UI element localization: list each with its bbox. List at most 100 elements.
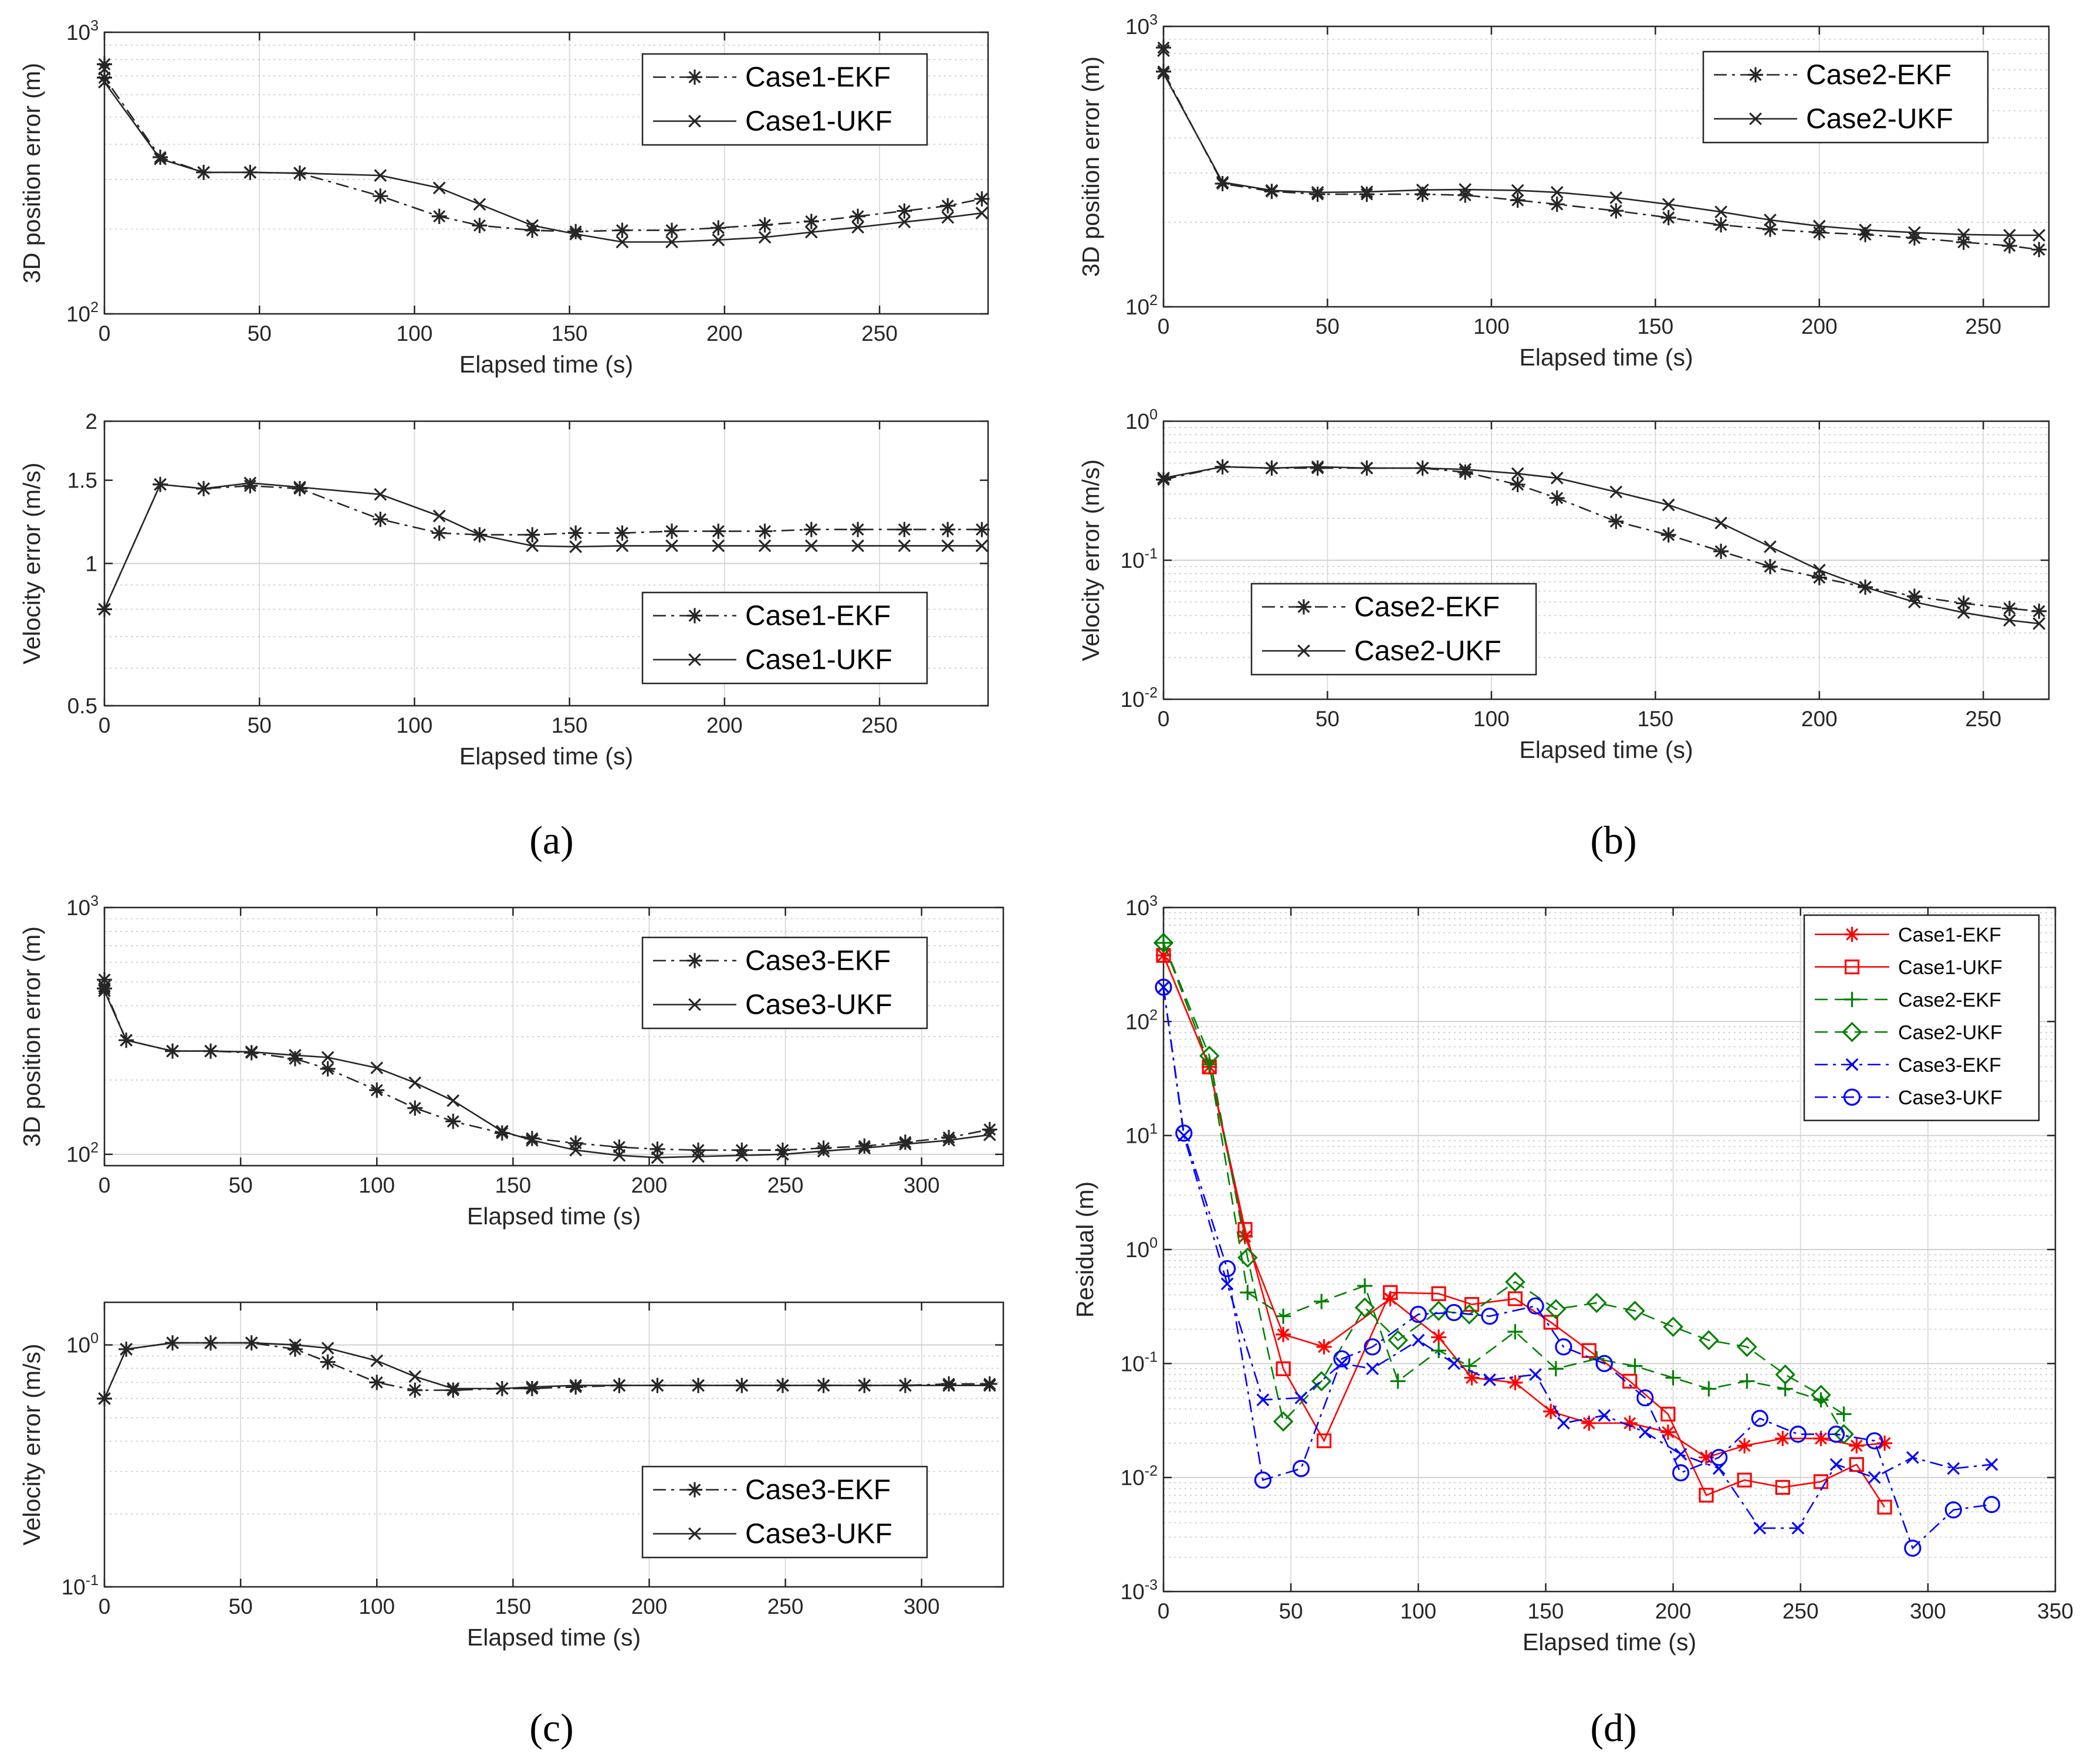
legend-box [641, 591, 928, 685]
data-point [940, 198, 956, 214]
y-tick-label: 10-2 [1121, 685, 1158, 712]
x-axis-label: Elapsed time (s) [467, 1624, 641, 1651]
legend-box [641, 53, 928, 146]
data-point [1859, 581, 1872, 594]
legend-entry: Case1-UKF [745, 645, 892, 676]
data-point [447, 1094, 460, 1108]
data-point [1877, 1499, 1892, 1515]
x-tick-label: 0 [99, 321, 111, 346]
data-point [1548, 1361, 1564, 1377]
data-point [1701, 1381, 1717, 1397]
data-point [494, 1125, 510, 1141]
data-point [1481, 1308, 1499, 1325]
data-point [1428, 1301, 1449, 1321]
data-point [1663, 1316, 1683, 1337]
data-point [942, 1379, 956, 1392]
data-point [1382, 1285, 1398, 1300]
data-point [166, 1336, 179, 1349]
x-tick-label: 150 [495, 1173, 531, 1197]
data-point [153, 149, 168, 165]
y-tick-label: 100 [66, 1330, 99, 1357]
data-point [983, 1128, 996, 1142]
data-point [651, 1151, 664, 1164]
x-tick-label: 100 [358, 1594, 395, 1619]
data-point [735, 1149, 749, 1162]
legend-entry: Case1-UKF [1898, 956, 2003, 979]
data-point [293, 480, 306, 494]
data-point [941, 539, 955, 553]
x-tick-label: 200 [1801, 707, 1838, 731]
data-point [2032, 617, 2046, 630]
x-axis-label: Elapsed time (s) [1519, 736, 1693, 763]
data-point [1827, 1426, 1845, 1443]
data-point [1335, 1357, 1348, 1370]
legend-entry: Case2-UKF [1898, 1021, 2003, 1044]
data-point [1550, 472, 1564, 485]
data-point [1775, 1479, 1790, 1495]
data-point [1714, 205, 1727, 219]
x-axis-label: Elapsed time (s) [459, 351, 633, 378]
legend: Case3-EKF Case3-UKF [641, 936, 928, 1030]
data-point [1956, 234, 1971, 250]
x-tick-label: 150 [1637, 707, 1673, 731]
data-point [1608, 513, 1624, 529]
data-point [803, 522, 819, 537]
data-point [432, 509, 446, 523]
data-point [1510, 477, 1526, 493]
data-point [204, 1336, 217, 1349]
data-point [1459, 183, 1472, 196]
legend-entry: Case2-EKF [1806, 60, 1951, 91]
x-tick-label: 200 [706, 321, 743, 346]
legend-entry: Case2-UKF [1806, 104, 1953, 135]
data-point [525, 222, 540, 238]
data-point [1625, 1301, 1645, 1321]
series-Case2-UKF [1157, 44, 2046, 242]
legend-marker [688, 653, 701, 666]
data-point [1737, 1438, 1753, 1454]
data-point [858, 1379, 871, 1392]
y-tick-label: 0.5 [67, 694, 97, 718]
data-point [1985, 1458, 1998, 1471]
data-point [154, 153, 167, 165]
data-point [525, 527, 540, 543]
data-point [154, 478, 167, 491]
x-tick-label: 200 [1655, 1599, 1692, 1623]
data-point [369, 1374, 385, 1390]
legend-marker [1842, 1021, 1862, 1042]
x-tick-label: 0 [1158, 314, 1170, 338]
data-point [1751, 1410, 1768, 1427]
axes-box [1162, 25, 2050, 308]
x-axis-label: Elapsed time (s) [1523, 1628, 1696, 1655]
data-point [1660, 1424, 1676, 1440]
data-point [524, 1130, 540, 1146]
data-point [651, 1379, 664, 1392]
data-point [98, 984, 111, 997]
x-tick-label: 250 [861, 321, 898, 346]
y-axis-label: Residual (m) [1071, 1181, 1098, 1318]
data-point [734, 1142, 750, 1158]
data-point [569, 228, 583, 241]
x-tick-label: 200 [1801, 314, 1838, 338]
data-point [1858, 226, 1873, 242]
data-point [1813, 1474, 1829, 1489]
data-point [1672, 1464, 1690, 1482]
data-point [974, 522, 990, 537]
data-point [1360, 185, 1374, 198]
data-point [447, 1382, 460, 1395]
data-point [2001, 601, 2017, 617]
data-point [665, 539, 678, 553]
data-point [1662, 198, 1675, 211]
data-point [1904, 1539, 1922, 1557]
data-point [1906, 1451, 1919, 1464]
x-tick-label: 150 [1528, 1599, 1564, 1623]
data-point [1543, 1404, 1559, 1419]
data-point [1877, 1435, 1893, 1451]
data-point [1587, 1292, 1607, 1313]
series-Case1-UKF [98, 476, 989, 616]
data-point [898, 539, 911, 553]
data-point [1859, 224, 1872, 236]
data-point [1256, 1393, 1270, 1407]
series-line [1162, 50, 2039, 236]
data-point [1811, 1384, 1831, 1406]
axes-box [103, 1301, 1004, 1588]
